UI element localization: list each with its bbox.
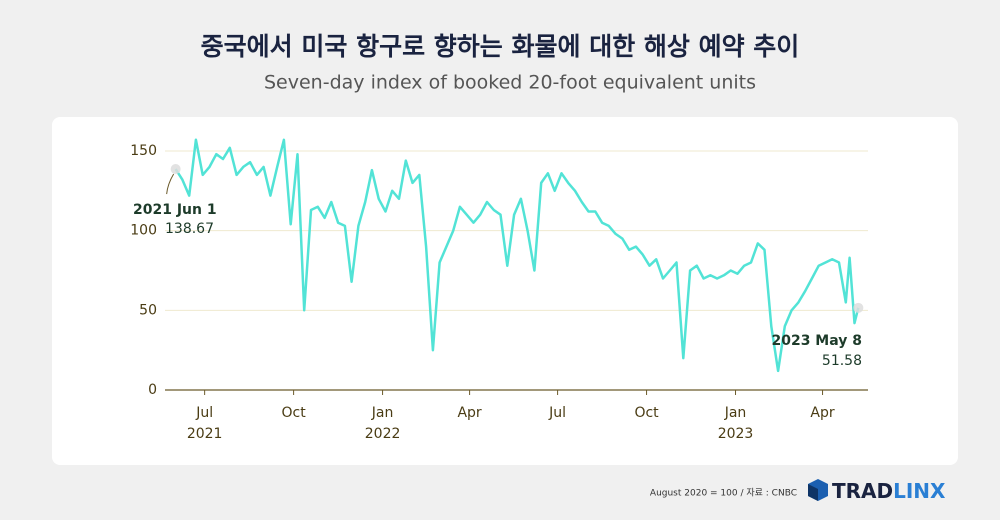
chart-title: 중국에서 미국 항구로 향하는 화물에 대한 해상 예약 추이 <box>201 32 800 61</box>
end-point <box>170 164 181 175</box>
logo-part: LINX <box>893 479 946 503</box>
annotation-leader <box>166 173 175 195</box>
footnote: August 2020 = 100 / 자료 : CNBC <box>650 488 797 499</box>
data-line <box>174 138 860 373</box>
annotation-value: 138.67 <box>165 221 214 237</box>
x-tick-label: Jan <box>371 405 394 421</box>
x-year-label: 2023 <box>718 426 754 442</box>
x-year-label: 2022 <box>365 426 401 442</box>
logo-text: TRADLINX <box>832 479 946 503</box>
x-tick-label: Apr <box>810 405 834 421</box>
logo-part: TRAD <box>832 479 893 503</box>
y-tick-label: 150 <box>130 143 157 159</box>
x-tick-label: Jul <box>195 405 213 421</box>
y-tick-label: 0 <box>148 382 157 398</box>
end-point <box>853 302 864 313</box>
annotation-value: 51.58 <box>822 353 862 369</box>
x-tick-label: Oct <box>281 405 306 421</box>
y-tick-label: 100 <box>130 223 157 239</box>
chart-subtitle: Seven-day index of booked 20-foot equiva… <box>264 72 756 94</box>
annotation-date: 2023 May 8 <box>771 333 862 349</box>
logo-icon-side <box>808 484 818 501</box>
x-tick-label: Oct <box>634 405 659 421</box>
card <box>52 117 958 465</box>
y-tick-label: 50 <box>139 302 157 318</box>
x-tick-label: Jul <box>548 405 566 421</box>
logo: TRADLINX <box>808 479 946 503</box>
annotation-date: 2021 Jun 1 <box>133 202 217 218</box>
x-tick-label: Apr <box>457 405 481 421</box>
x-tick-label: Jan <box>724 405 747 421</box>
x-year-label: 2021 <box>187 426 223 442</box>
